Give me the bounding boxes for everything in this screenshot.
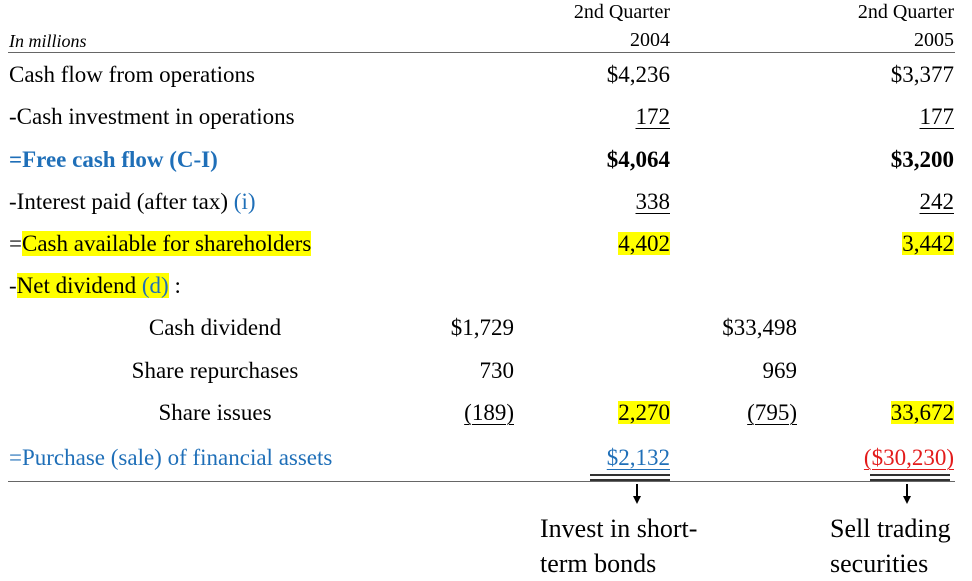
note-2004-line2: term bonds — [540, 549, 657, 579]
issues-2004: 2,270 — [618, 400, 670, 425]
interest-2005: 242 — [919, 189, 955, 214]
issues-sub-2005: (795) — [747, 400, 797, 425]
cash-avail-label: =Cash available for shareholders — [9, 231, 312, 256]
net-div-symbol: (d) — [141, 273, 169, 298]
arrow-down-icon — [633, 496, 641, 504]
cfo-label: Cash flow from operations — [9, 62, 255, 87]
cash-div-2004: $1,729 — [450, 315, 514, 340]
repurchase-2004: 730 — [479, 358, 515, 383]
cash-inv-2005: 177 — [919, 104, 955, 129]
col-2005-header-line1: 2nd Quarter — [857, 1, 954, 23]
issues-label: Share issues — [158, 400, 272, 425]
cash-div-label: Cash dividend — [148, 315, 282, 340]
net-div-prefix: - — [9, 273, 17, 298]
arrow-2005-shaft — [906, 484, 908, 497]
net-div-suffix: : — [168, 273, 181, 298]
cfo-2005: $3,377 — [890, 62, 954, 87]
net-div-label: -Net dividend (d) : — [9, 273, 181, 298]
col-2004-header-line1: 2nd Quarter — [573, 1, 670, 23]
note-2005-line1: Sell trading — [830, 514, 951, 543]
total-2004-double-line-1 — [590, 474, 670, 476]
cash-avail-prefix: = — [9, 231, 22, 256]
arrow-2004-shaft — [636, 484, 638, 497]
bottom-rule — [8, 481, 955, 482]
repurchase-2005: 969 — [762, 358, 798, 383]
net-div-text: Net dividend (d) — [16, 273, 169, 298]
cash-inv-label: -Cash investment in operations — [9, 104, 295, 129]
cash-avail-2005: 3,442 — [902, 231, 954, 256]
note-2005: Sell trading securities — [830, 511, 951, 581]
cash-avail-2004: 4,402 — [618, 231, 670, 256]
purchase-label: =Purchase (sale) of financial assets — [9, 445, 333, 470]
arrow-down-icon — [903, 496, 911, 504]
repurchase-label: Share repurchases — [131, 358, 299, 383]
cfo-2004: $4,236 — [606, 62, 670, 87]
fcf-label: =Free cash flow (C-I) — [9, 147, 218, 172]
purchase-2004: $2,132 — [606, 445, 670, 470]
interest-symbol: (i) — [233, 189, 256, 214]
interest-2004: 338 — [635, 189, 671, 214]
total-2005-double-line-1 — [870, 474, 950, 476]
units-label: In millions — [9, 31, 87, 51]
cash-inv-2004: 172 — [635, 104, 671, 129]
fcf-2004: $4,064 — [606, 147, 670, 172]
net-div-text-label: Net dividend — [16, 273, 142, 298]
note-2005-line2: securities — [830, 549, 929, 579]
total-2004-double-line-2 — [590, 479, 670, 481]
cash-avail-text: Cash available for shareholders — [21, 231, 312, 256]
cash-div-2005: $33,498 — [722, 315, 797, 340]
header-rule — [8, 52, 955, 53]
col-2004-header-line2: 2004 — [630, 29, 670, 51]
issues-sub-2004: (189) — [464, 400, 514, 425]
fcf-2005: $3,200 — [890, 147, 954, 172]
note-2004: Invest in short- term bonds — [540, 511, 697, 581]
interest-label: -Interest paid (after tax) (i) — [9, 190, 256, 213]
total-2005-double-line-2 — [870, 479, 950, 481]
col-2005-header-line2: 2005 — [914, 29, 954, 51]
purchase-2005: ($30,230) — [863, 445, 954, 470]
issues-2005: 33,672 — [890, 400, 954, 425]
interest-label-text: -Interest paid (after tax) — [9, 189, 234, 214]
note-2004-line1: Invest in short- — [540, 514, 698, 543]
